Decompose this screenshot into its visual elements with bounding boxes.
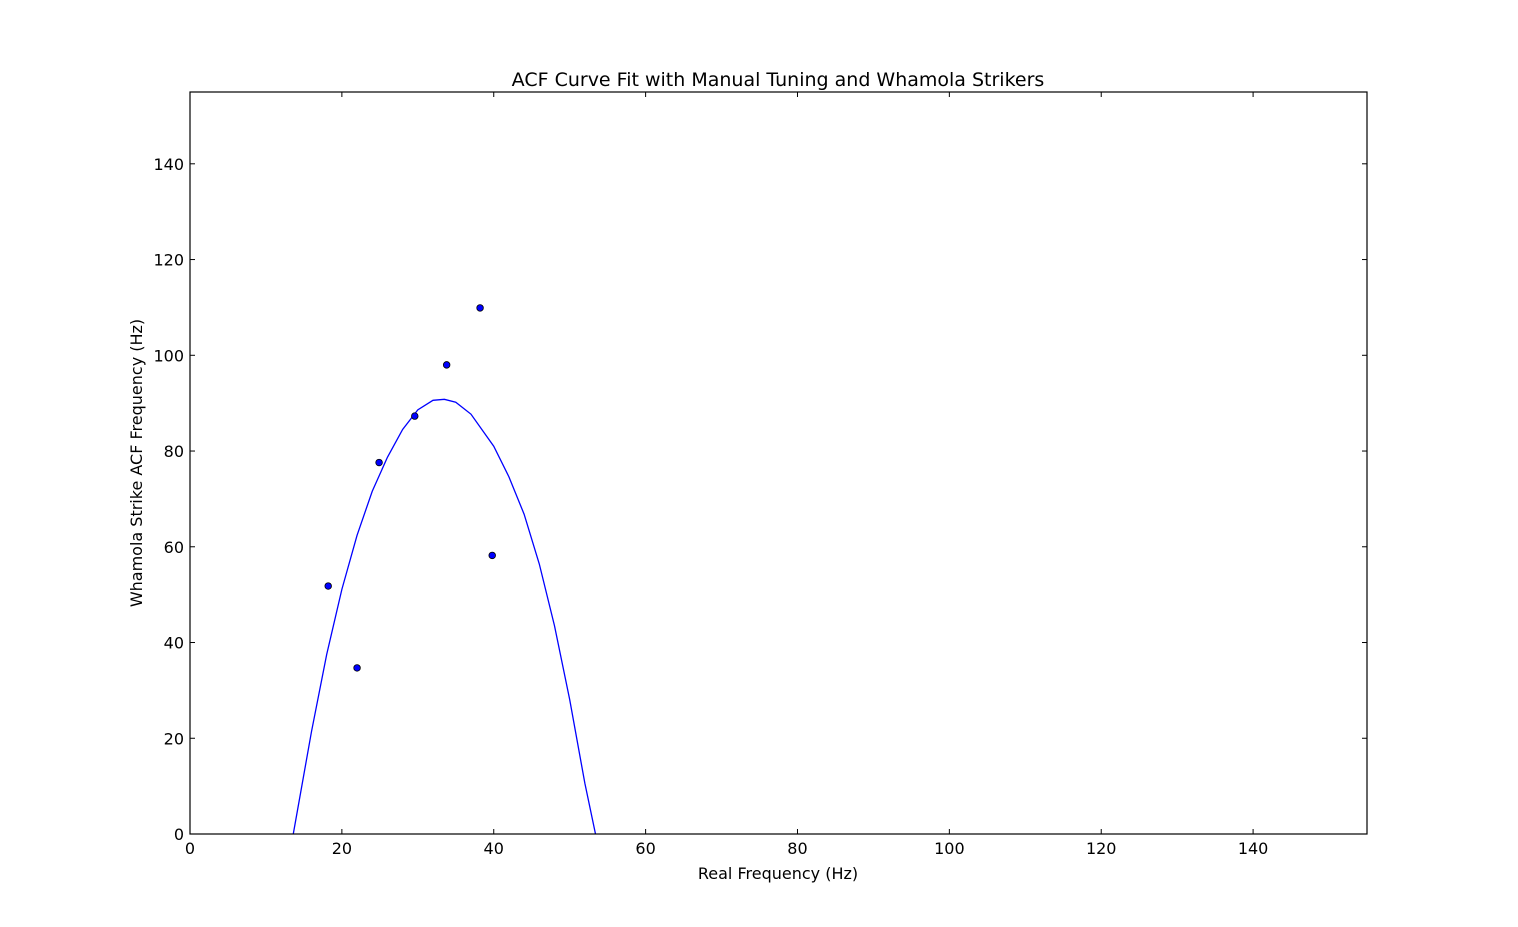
chart-title: ACF Curve Fit with Manual Tuning and Wha… xyxy=(512,69,1045,91)
y-tick-label: 80 xyxy=(164,442,184,461)
data-point xyxy=(476,304,484,312)
y-tick-label: 0 xyxy=(174,825,184,844)
x-tick-label: 120 xyxy=(1086,839,1117,858)
y-tick-label: 40 xyxy=(164,634,184,653)
data-point xyxy=(442,361,451,369)
x-tick-label: 100 xyxy=(934,839,965,858)
x-tick-label: 80 xyxy=(787,839,807,858)
plot-area: 0 20 40 60 80 100 120 140 0 20 40 60 80 100 120 140 xyxy=(153,91,1368,858)
x-tick-label: 140 xyxy=(1238,839,1269,858)
y-tick-label: 120 xyxy=(153,251,184,270)
x-axis-label: Real Frequency (Hz) xyxy=(698,864,858,883)
fit-curve xyxy=(292,398,597,834)
x-tick-label: 0 xyxy=(185,839,195,858)
data-point xyxy=(488,551,496,560)
y-tick-label: 60 xyxy=(164,538,184,557)
x-tick-label: 40 xyxy=(484,839,504,858)
y-tick-label: 100 xyxy=(153,346,184,365)
plot-frame xyxy=(189,91,1368,835)
data-point xyxy=(353,664,361,672)
y-tick-label: 20 xyxy=(164,729,184,748)
data-point xyxy=(324,582,332,590)
y-tick-label: 140 xyxy=(153,155,184,174)
y-axis-label: Whamola Strike ACF Frequency (Hz) xyxy=(127,319,146,607)
data-point xyxy=(411,412,419,420)
x-tick-label: 20 xyxy=(332,839,352,858)
data-point xyxy=(375,458,383,467)
x-tick-label: 60 xyxy=(635,839,655,858)
